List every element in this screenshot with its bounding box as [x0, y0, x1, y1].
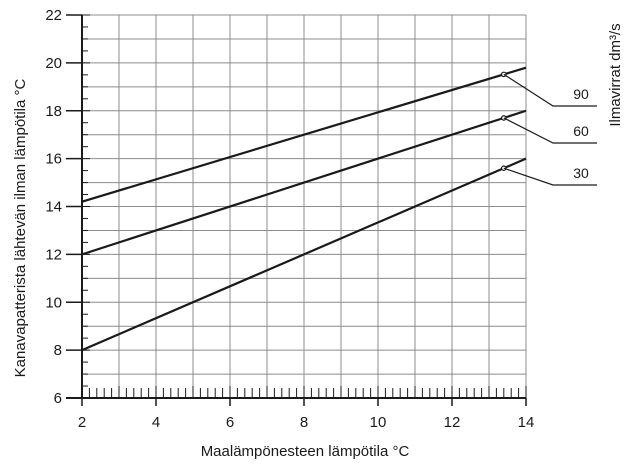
y-tick-label: 20	[45, 55, 62, 72]
x-tick-label: 14	[518, 414, 535, 431]
series-line	[81, 66, 527, 203]
x-tick-label: 8	[300, 414, 308, 431]
y-tick-label: 6	[54, 390, 62, 407]
series-leader-line	[503, 167, 597, 186]
y-tick-label: 22	[45, 7, 62, 24]
x-tick-label: 12	[444, 414, 461, 431]
y-axis-title: Kanavapatterista lähtevän ilman lämpötil…	[12, 79, 29, 378]
x-tick-label: 10	[370, 414, 387, 431]
series-label: 30	[573, 165, 589, 181]
series-line	[81, 157, 527, 352]
series-leader-line	[503, 117, 597, 144]
y-tick-label: 8	[54, 342, 62, 359]
series-line	[81, 109, 527, 256]
legend-title: Ilmavirrat dm³/s	[607, 23, 624, 126]
y-tick-label: 18	[45, 103, 62, 120]
grid	[82, 14, 527, 398]
y-tick-label: 16	[45, 151, 62, 168]
series-lines: 90 60 30	[81, 66, 597, 352]
y-tick-label: 10	[45, 294, 62, 311]
series-label: 60	[573, 123, 589, 139]
x-axis-title: Maalämpönesteen lämpötila °C	[201, 443, 410, 460]
minor-ticks	[81, 14, 527, 399]
series-leader-line	[503, 73, 597, 107]
x-tick-label: 6	[226, 414, 234, 431]
series-label: 90	[573, 86, 589, 102]
x-tick-label: 2	[78, 414, 86, 431]
x-tick-label: 4	[152, 414, 160, 431]
y-tick-label: 12	[45, 246, 62, 263]
y-tick-label: 14	[45, 199, 62, 216]
axes	[66, 14, 527, 406]
